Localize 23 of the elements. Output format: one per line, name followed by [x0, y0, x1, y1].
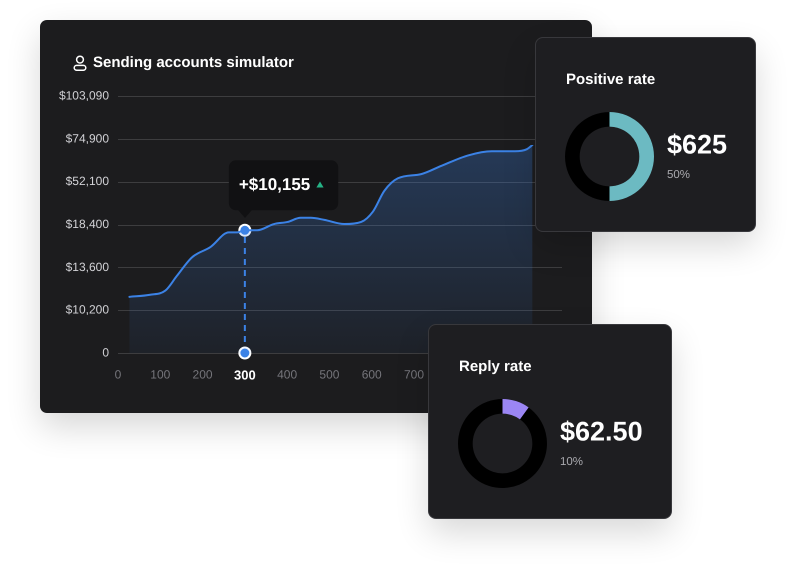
x-tick-label: 400 [277, 368, 298, 382]
x-tick-label: 300 [234, 367, 256, 382]
chart-title: Positive rate [566, 71, 656, 88]
annotation: +$10,155 [238, 174, 310, 194]
chart-title: Sending accounts simulator [93, 54, 294, 72]
text: $10,200 [66, 302, 110, 317]
text: 0 [102, 345, 110, 360]
text: $52,100 [66, 174, 110, 188]
x-tick-label: 700 [404, 368, 424, 382]
text: 50% [667, 169, 690, 182]
x-tick-label: 600 [362, 368, 382, 382]
text: $18,400 [66, 217, 110, 232]
text: $62.50 [560, 416, 643, 446]
text: $74,900 [66, 131, 110, 146]
x-tick-label: 100 [150, 368, 171, 382]
text: $625 [667, 129, 728, 160]
text: $103,090 [58, 88, 110, 103]
text: 10% [560, 456, 584, 468]
x-tick-label: 500 [319, 368, 340, 382]
text: $13,600 [66, 260, 110, 274]
x-tick-label: 0 [114, 368, 122, 382]
x-tick-label: 200 [192, 368, 213, 382]
chart-title: Reply rate [459, 358, 532, 376]
